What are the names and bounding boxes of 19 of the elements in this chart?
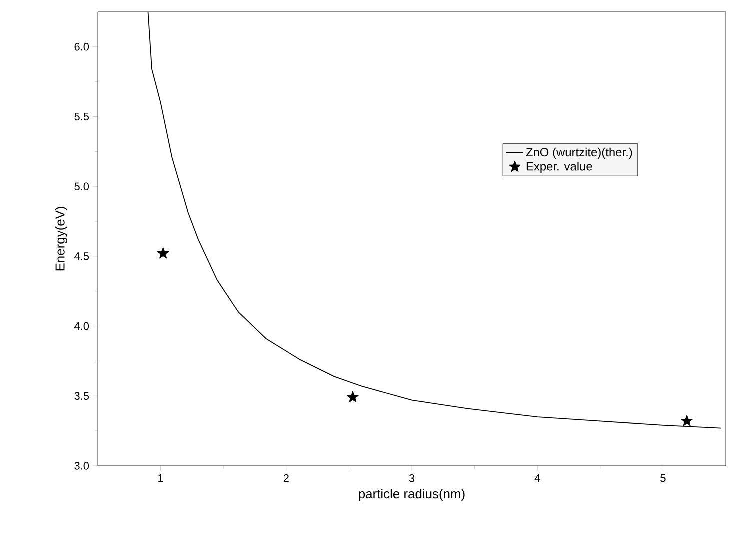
point [681,415,694,426]
y-tick-label: 5.5 [74,112,90,121]
x-tick-label: 1 [158,474,164,482]
legend-label: Exper. value [526,162,592,174]
y-tick-label: 5.0 [74,182,90,190]
y-tick-label: 4.0 [74,322,90,330]
point [347,391,359,403]
x-tick-label: 2 [284,474,289,482]
y-axis-title: Energy(eV) [55,207,68,271]
legend-label: ZnO (wurtzite)(ther.) [526,148,632,159]
y-tick-label: 4.5 [74,252,90,260]
x-tick-label: 3 [409,474,415,482]
x-tick-label: 4 [534,474,540,482]
y-tick-label: 3.5 [74,392,90,400]
y-tick-label: 6.0 [74,43,90,51]
x-tick-label: 5 [660,474,666,482]
x-axis-title: particle radius(nm) [359,489,465,502]
point [157,247,170,259]
y-tick-label: 3.0 [74,462,90,470]
